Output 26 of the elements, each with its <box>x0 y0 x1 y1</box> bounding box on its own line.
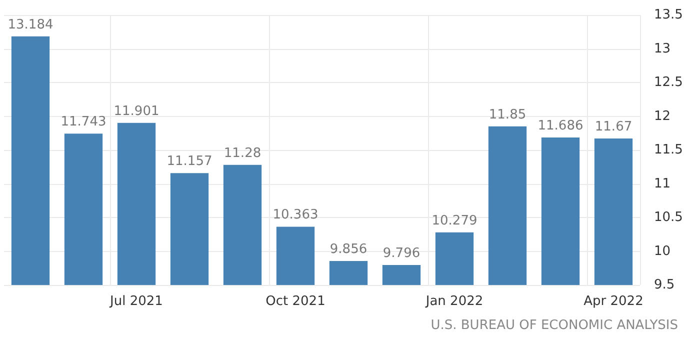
data-label: 10.279 <box>432 213 478 228</box>
data-label: 11.157 <box>166 154 212 170</box>
data-label: 11.28 <box>224 146 262 161</box>
data-label: 9.796 <box>382 246 420 262</box>
y-tick-label: 13.5 <box>654 8 683 22</box>
y-tick-label: 11 <box>654 176 671 192</box>
data-label: 10.363 <box>272 208 318 223</box>
data-label: 11.743 <box>60 114 106 130</box>
data-label: 9.856 <box>330 242 368 257</box>
data-label: 13.184 <box>8 17 54 32</box>
y-tick-label: 13 <box>654 41 671 56</box>
x-tick-label: Oct 2021 <box>266 294 326 309</box>
x-tick-label: Jan 2022 <box>424 294 484 309</box>
x-tick-label: Apr 2022 <box>584 294 644 309</box>
x-tick-label: Jul 2021 <box>109 294 163 309</box>
y-tick-label: 12.5 <box>654 75 683 90</box>
y-tick-label: 9.5 <box>654 278 675 292</box>
data-label: 11.85 <box>488 107 526 122</box>
y-tick-label: 10 <box>654 244 671 259</box>
y-tick-label: 11.5 <box>654 142 683 158</box>
data-label: 11.901 <box>114 104 160 119</box>
data-label: 11.67 <box>594 120 632 135</box>
data-label: 11.686 <box>538 118 584 134</box>
y-tick-label: 10.5 <box>654 210 683 225</box>
y-tick-label: 12 <box>654 108 671 124</box>
text: U.S. BUREAU OF ECONOMIC ANALYSIS <box>430 318 678 333</box>
